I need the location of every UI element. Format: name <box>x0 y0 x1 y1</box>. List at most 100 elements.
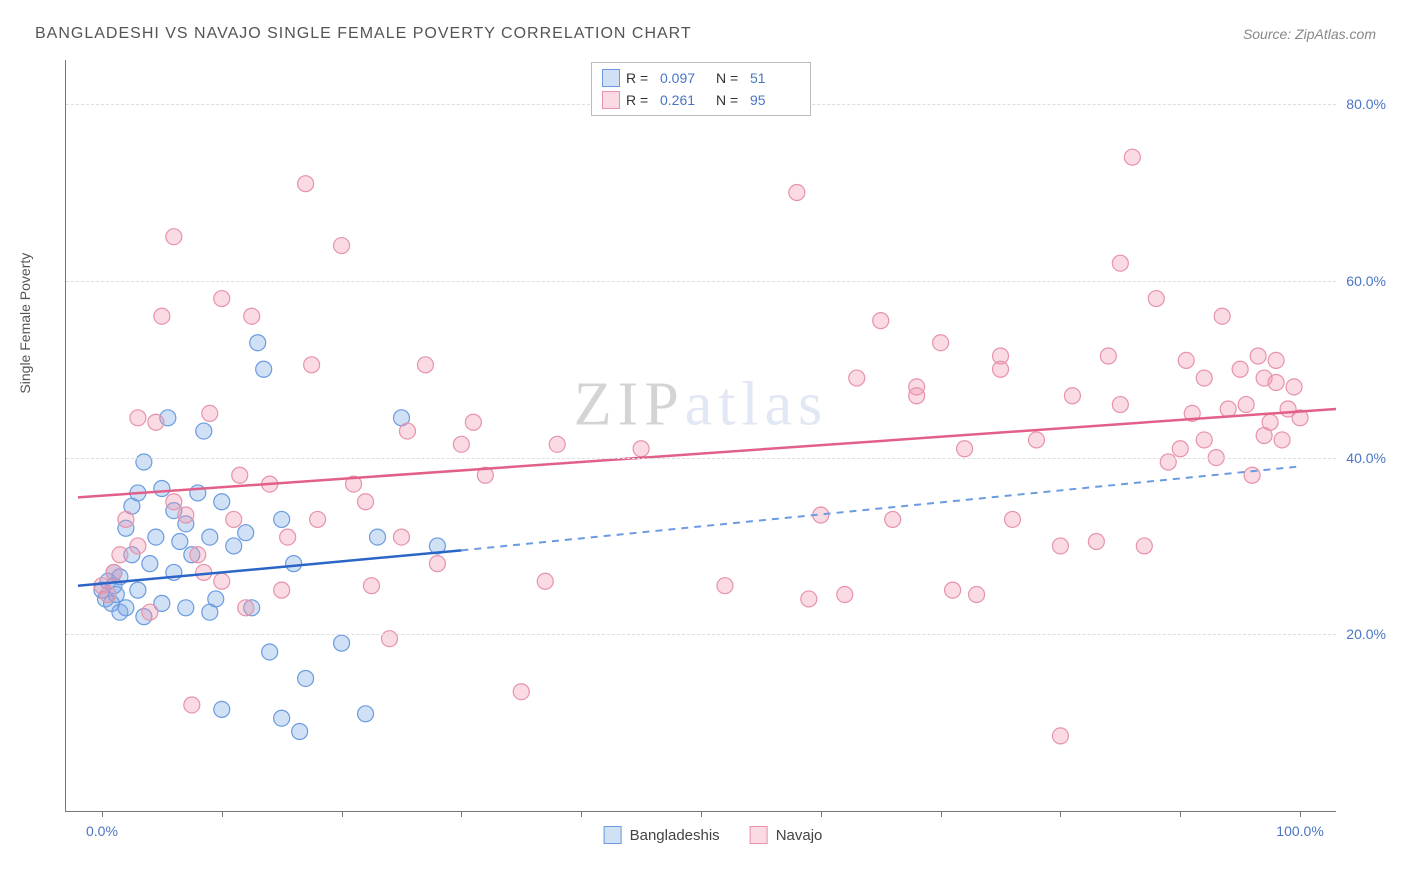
data-point <box>136 454 152 470</box>
x-tick <box>1060 811 1061 817</box>
data-point <box>310 511 326 527</box>
data-point <box>1100 348 1116 364</box>
y-tick-label: 60.0% <box>1346 273 1386 289</box>
data-point <box>184 697 200 713</box>
data-point <box>1172 441 1188 457</box>
data-point <box>154 481 170 497</box>
data-point <box>250 335 266 351</box>
data-point <box>1112 255 1128 271</box>
data-point <box>1088 534 1104 550</box>
data-point <box>298 670 314 686</box>
data-point <box>274 710 290 726</box>
data-point <box>112 547 128 563</box>
x-tick <box>701 811 702 817</box>
data-point <box>130 410 146 426</box>
data-point <box>933 335 949 351</box>
data-point <box>166 229 182 245</box>
data-point <box>1220 401 1236 417</box>
data-point <box>238 600 254 616</box>
data-point <box>232 467 248 483</box>
data-point <box>1268 374 1284 390</box>
n-label: N = <box>716 92 744 108</box>
data-point <box>214 291 230 307</box>
data-point <box>453 436 469 452</box>
legend-stat-row: R = 0.261 N = 95 <box>602 89 800 111</box>
data-point <box>945 582 961 598</box>
r-value: 0.097 <box>660 70 710 86</box>
legend-series-label: Navajo <box>776 827 823 844</box>
data-point <box>202 405 218 421</box>
data-point <box>262 644 278 660</box>
x-tick <box>1300 811 1301 817</box>
chart-title: BANGLADESHI VS NAVAJO SINGLE FEMALE POVE… <box>35 25 692 43</box>
data-point <box>1005 511 1021 527</box>
legend-swatch <box>602 91 620 109</box>
data-point <box>1238 397 1254 413</box>
data-point <box>1244 467 1260 483</box>
n-value: 51 <box>750 70 800 86</box>
data-point <box>226 538 242 554</box>
data-point <box>178 507 194 523</box>
chart-container: Single Female Poverty ZIPatlas R = 0.097… <box>35 60 1391 852</box>
data-point <box>370 529 386 545</box>
data-point <box>202 529 218 545</box>
data-point <box>118 511 134 527</box>
data-point <box>789 185 805 201</box>
data-point <box>969 587 985 603</box>
data-point <box>393 529 409 545</box>
data-point <box>226 511 242 527</box>
data-point <box>130 538 146 554</box>
data-point <box>1160 454 1176 470</box>
data-point <box>100 587 116 603</box>
correlation-legend: R = 0.097 N = 51 R = 0.261 N = 95 <box>591 62 811 116</box>
data-point <box>909 388 925 404</box>
data-point <box>142 556 158 572</box>
gridline <box>66 634 1336 635</box>
data-point <box>256 361 272 377</box>
r-value: 0.261 <box>660 92 710 108</box>
data-point <box>1274 432 1290 448</box>
trend-line <box>78 409 1336 497</box>
data-point <box>274 582 290 598</box>
data-point <box>873 313 889 329</box>
data-point <box>130 582 146 598</box>
r-label: R = <box>626 70 654 86</box>
x-tick <box>222 811 223 817</box>
x-tick <box>1180 811 1181 817</box>
legend-swatch <box>602 69 620 87</box>
data-point <box>358 706 374 722</box>
legend-swatch <box>750 826 768 844</box>
gridline <box>66 281 1336 282</box>
legend-series-label: Bangladeshis <box>630 827 720 844</box>
data-point <box>358 494 374 510</box>
legend-stat-row: R = 0.097 N = 51 <box>602 67 800 89</box>
data-point <box>274 511 290 527</box>
x-tick <box>941 811 942 817</box>
data-point <box>178 600 194 616</box>
data-point <box>244 308 260 324</box>
data-point <box>190 547 206 563</box>
data-point <box>1052 538 1068 554</box>
data-point <box>142 604 158 620</box>
data-point <box>465 414 481 430</box>
x-tick-label: 100.0% <box>1276 823 1323 839</box>
x-tick <box>342 811 343 817</box>
data-point <box>214 494 230 510</box>
n-label: N = <box>716 70 744 86</box>
data-point <box>633 441 649 457</box>
legend-series-item: Navajo <box>750 826 823 844</box>
n-value: 95 <box>750 92 800 108</box>
data-point <box>1214 308 1230 324</box>
data-point <box>1124 149 1140 165</box>
data-point <box>849 370 865 386</box>
legend-swatch <box>604 826 622 844</box>
data-point <box>214 573 230 589</box>
gridline <box>66 458 1336 459</box>
data-point <box>292 723 308 739</box>
y-axis-label: Single Female Poverty <box>17 253 33 394</box>
x-tick <box>581 811 582 817</box>
data-point <box>537 573 553 589</box>
data-point <box>417 357 433 373</box>
y-tick-label: 80.0% <box>1346 96 1386 112</box>
x-tick <box>102 811 103 817</box>
